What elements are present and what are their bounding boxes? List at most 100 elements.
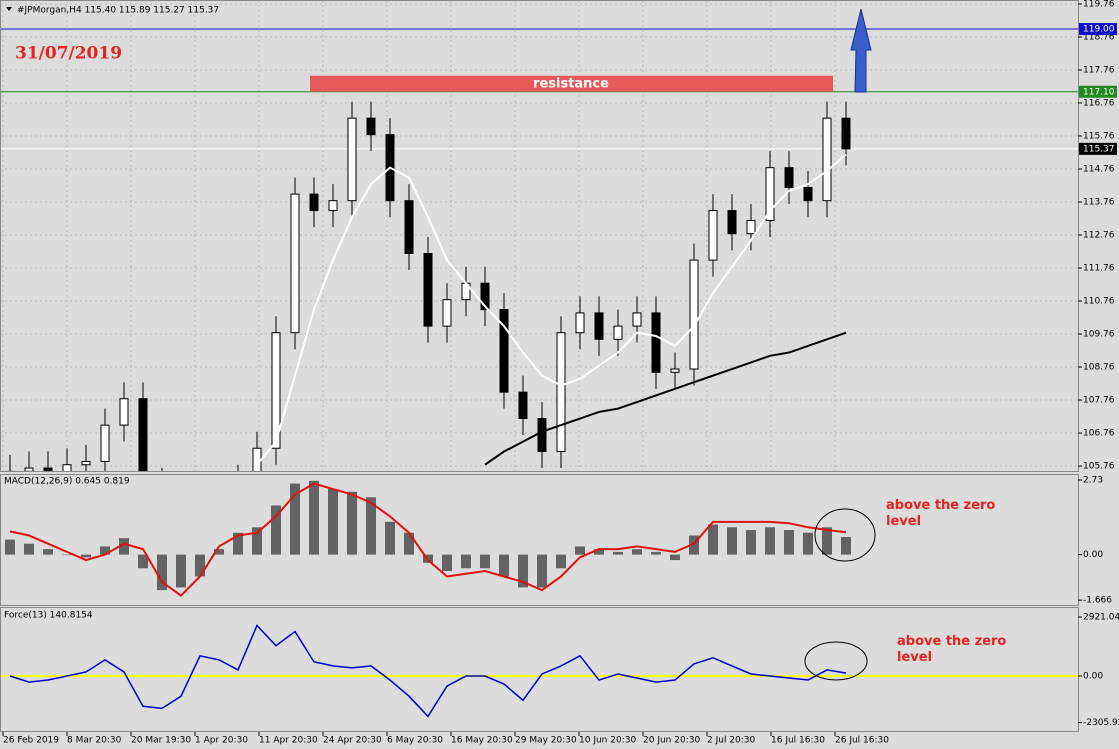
y-tick-label: 0.00 <box>1083 672 1103 682</box>
candle-body <box>670 368 680 373</box>
histogram-bar <box>670 554 680 561</box>
histogram-bar <box>556 554 566 569</box>
histogram-bar <box>708 524 718 555</box>
x-tick-label: 16 Jul 16:30 <box>771 736 825 746</box>
annotation: above the zero level <box>886 498 996 529</box>
candle-body <box>537 418 547 453</box>
date-label: 31/07/2019 <box>15 44 122 64</box>
price-plot <box>1 1 1078 471</box>
highlight-ellipse <box>804 641 868 681</box>
x-tick-label: 6 May 20:30 <box>387 736 443 746</box>
candle-body <box>271 332 281 449</box>
candle-body <box>556 332 566 453</box>
annotation: above the zero level <box>897 634 1007 665</box>
candle-body <box>119 398 129 426</box>
histogram-bar <box>651 551 661 555</box>
level-box <box>1079 23 1117 36</box>
candle-body <box>43 467 53 471</box>
y-tick-label: 0.00 <box>1083 550 1103 560</box>
histogram-bar <box>689 535 699 555</box>
macd-title: MACD(12,26,9) 0.645 0.819 <box>4 477 130 487</box>
y-tick-label: 118.76 <box>1083 32 1115 42</box>
candle-body <box>841 117 851 150</box>
histogram-bar <box>119 538 129 555</box>
force-panel <box>0 607 1079 732</box>
y-tick-label: 112.76 <box>1083 231 1115 241</box>
moving-average <box>256 153 847 466</box>
x-tick-label: 11 Apr 20:30 <box>259 736 318 746</box>
candle-body <box>138 398 148 471</box>
signal-line <box>9 482 847 597</box>
candle-body <box>518 391 528 420</box>
candle-body <box>24 467 34 471</box>
histogram-bar <box>157 554 167 591</box>
zone-label: resistance <box>533 76 609 91</box>
histogram-bar <box>803 532 813 555</box>
y-tick-label: 115.76 <box>1083 131 1115 141</box>
x-tick-label: 8 Mar 20:30 <box>67 736 122 746</box>
candle-body <box>81 460 91 466</box>
candle-body <box>480 282 490 311</box>
price-panel <box>0 0 1079 472</box>
histogram-bar <box>24 543 34 555</box>
histogram-bar <box>385 521 395 555</box>
y-tick-label: 114.76 <box>1083 164 1115 174</box>
histogram-bar <box>594 549 604 555</box>
histogram-bar <box>62 554 72 556</box>
histogram-bar <box>176 554 186 588</box>
histogram-bar <box>404 532 414 555</box>
candle-body <box>727 210 737 235</box>
candle-body <box>822 117 832 202</box>
x-tick-label: 20 Jun 20:30 <box>643 736 700 746</box>
x-tick-label: 24 Apr 20:30 <box>323 736 382 746</box>
highlight-ellipse <box>814 508 876 562</box>
y-tick-label: -1.666 <box>1083 596 1112 606</box>
candle-body <box>765 167 775 221</box>
histogram-bar <box>138 554 148 569</box>
candle-body <box>499 309 509 393</box>
candle-body <box>803 186 813 202</box>
histogram-bar <box>461 554 471 569</box>
level-label: 115.37 <box>1083 144 1115 154</box>
level-box <box>1079 85 1117 98</box>
y-tick-label: 119.76 <box>1083 0 1115 9</box>
candle-body <box>309 193 319 212</box>
y-tick-label: 2.73 <box>1083 476 1103 486</box>
candle-body <box>442 299 452 327</box>
histogram-bar <box>290 483 300 555</box>
x-tick-label: 10 Jun 20:30 <box>579 736 636 746</box>
candle-body <box>632 312 642 327</box>
histogram-bar <box>765 527 775 555</box>
y-tick-label: 105.76 <box>1083 462 1115 472</box>
candle-body <box>62 464 72 471</box>
moving-average <box>484 331 847 466</box>
y-tick-label: 116.76 <box>1083 98 1115 108</box>
candle-body <box>252 447 262 471</box>
histogram-bar <box>841 536 851 555</box>
histogram-bar <box>81 554 91 558</box>
candle-body <box>651 312 661 373</box>
candle-body <box>366 117 376 136</box>
x-tick-label: 2 Jul 20:30 <box>707 736 756 746</box>
x-tick-label: 1 Apr 20:30 <box>195 736 248 746</box>
histogram-bar <box>271 505 281 555</box>
x-tick-label: 20 Mar 19:30 <box>131 736 191 746</box>
histogram-bar <box>480 554 490 569</box>
y-tick-label: 106.76 <box>1083 429 1115 439</box>
histogram-bar <box>366 497 376 555</box>
histogram-bar <box>309 480 319 555</box>
chart-title: #JPMorgan,H4 115.40 115.89 115.27 115.37 <box>17 6 219 16</box>
candle-body <box>708 210 718 261</box>
histogram-bar <box>499 554 509 577</box>
level-label: 117.10 <box>1083 87 1115 97</box>
histogram-bar <box>746 530 756 555</box>
candle-body <box>347 117 357 202</box>
x-tick-label: 16 May 20:30 <box>451 736 513 746</box>
y-tick-label: -2305.92 <box>1083 718 1119 728</box>
histogram-bar <box>233 532 243 555</box>
y-tick-label: 109.76 <box>1083 330 1115 340</box>
histogram-bar <box>575 546 585 555</box>
force-title: Force(13) 140.8154 <box>4 611 93 621</box>
